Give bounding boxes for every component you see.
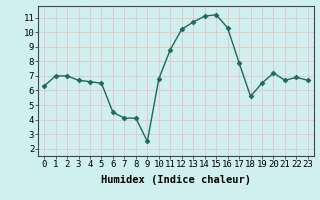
X-axis label: Humidex (Indice chaleur): Humidex (Indice chaleur)	[101, 175, 251, 185]
